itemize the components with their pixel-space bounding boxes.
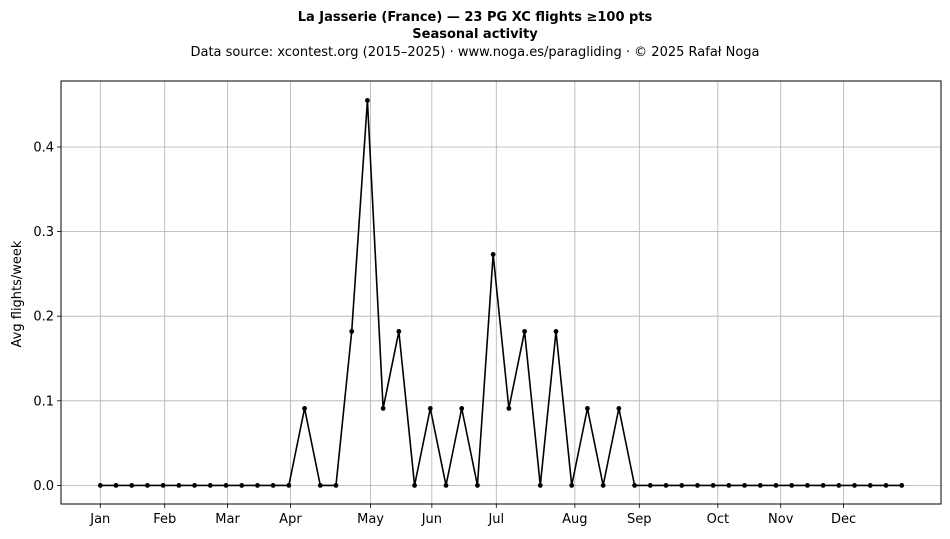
data-point [286, 482, 292, 488]
y-tick-label: 0.4 [33, 140, 54, 155]
data-point [412, 482, 417, 488]
data-point [805, 482, 810, 488]
data-point [616, 406, 622, 411]
data-point [899, 482, 905, 488]
data-point [710, 482, 716, 488]
title-line-1: La Jasserie (France) — 23 PG XC flights … [298, 10, 653, 25]
data-point [600, 482, 606, 488]
data-point [255, 482, 260, 488]
data-series [97, 98, 905, 488]
data-point [176, 482, 182, 488]
data-point [302, 406, 307, 411]
data-point [443, 482, 449, 488]
data-point [569, 482, 575, 488]
data-point [632, 482, 637, 488]
subtitle: Data source: xcontest.org (2015–2025) · … [190, 45, 759, 60]
x-tick-label: Oct [707, 512, 729, 527]
data-point [270, 482, 276, 488]
axis-ticks: Jan Feb Mar Apr May Jun Jul Aug Sep Oct Nov Dec 0.0 0… [33, 140, 856, 527]
x-tick-label: Apr [279, 512, 302, 527]
x-tick-label: Dec [831, 512, 856, 527]
title-line-2: Seasonal activity [412, 27, 538, 42]
data-point [506, 406, 512, 411]
data-point [537, 482, 543, 488]
x-tick-label: Jul [487, 512, 504, 527]
x-tick-label: Jan [89, 512, 110, 527]
y-tick-label: 0.1 [33, 394, 54, 409]
data-point [757, 482, 763, 488]
x-tick-label: Sep [627, 512, 652, 527]
y-axis-label: Avg flights/week [10, 240, 25, 347]
chart-title: La Jasserie (France) — 23 PG XC flights … [190, 10, 759, 60]
y-tick-label: 0.2 [33, 310, 54, 325]
data-point [742, 482, 747, 488]
data-point [239, 482, 245, 488]
data-point [145, 482, 150, 488]
data-point [553, 329, 559, 334]
data-point [663, 482, 669, 488]
data-point [867, 482, 873, 488]
x-tick-label: Aug [562, 512, 587, 527]
grid [61, 81, 941, 504]
axes-frame [60, 80, 942, 505]
data-point [333, 482, 339, 488]
x-tick-label: Jun [421, 512, 442, 527]
data-point [679, 482, 685, 488]
data-point [207, 482, 213, 488]
data-point [852, 482, 857, 488]
series-line [100, 99, 902, 487]
data-point [726, 482, 732, 488]
data-point [789, 482, 795, 488]
data-point [475, 482, 480, 488]
x-tick-label: Nov [768, 512, 794, 527]
data-point [585, 406, 590, 411]
x-tick-label: Mar [215, 512, 240, 527]
data-point [647, 482, 653, 488]
data-point [836, 482, 842, 488]
data-point [223, 482, 229, 488]
data-point [820, 482, 826, 488]
data-point [129, 482, 135, 488]
data-point [773, 482, 779, 488]
data-point [490, 252, 496, 257]
data-point [396, 329, 402, 334]
data-point [160, 482, 166, 488]
data-point [883, 482, 889, 488]
data-point [522, 329, 527, 334]
data-point [380, 406, 386, 411]
data-point [97, 482, 103, 488]
data-point [427, 406, 433, 411]
y-tick-label: 0.3 [33, 225, 54, 240]
y-tick-label: 0.0 [33, 479, 54, 494]
data-point [317, 482, 323, 488]
data-point [192, 482, 197, 488]
x-tick-label: Feb [153, 512, 176, 527]
data-point [349, 329, 355, 334]
data-point [113, 482, 119, 488]
data-point [459, 406, 465, 411]
x-tick-label: May [357, 512, 384, 527]
data-point [695, 482, 700, 488]
data-point [365, 98, 370, 103]
